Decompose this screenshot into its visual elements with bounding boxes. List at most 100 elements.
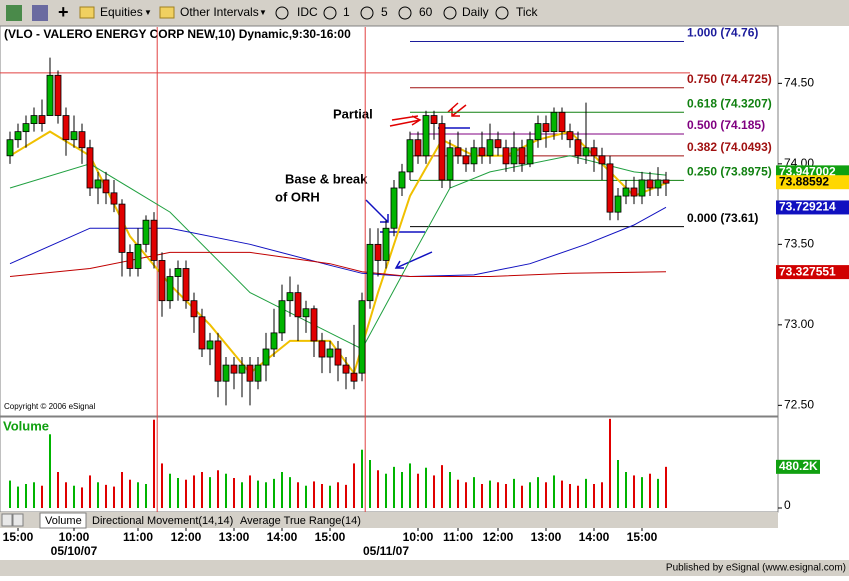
tab[interactable]: Average True Range(14) <box>240 515 361 527</box>
x-tick-label: 10:00 <box>403 530 434 544</box>
price-tag <box>776 200 849 215</box>
y-tick-label: 72.50 <box>784 398 814 412</box>
x-tick-label: 14:00 <box>579 530 610 544</box>
menu-item[interactable]: Other Intervals <box>180 5 259 19</box>
menu-item[interactable]: 1 <box>343 5 350 19</box>
candle-body <box>102 179 110 194</box>
volume-bar <box>385 473 387 508</box>
y-tick-label: 73.50 <box>784 237 814 251</box>
menu-item[interactable]: 60 <box>419 5 433 19</box>
candle-body <box>446 147 454 181</box>
volume-bar <box>233 478 235 508</box>
candle-body <box>198 316 206 350</box>
fib-label: 1.000 (74.76) <box>687 26 758 40</box>
menu-item[interactable]: Daily <box>462 5 489 19</box>
candle-body <box>94 179 102 189</box>
arrow <box>365 199 389 223</box>
price-tag-label: 73.327551 <box>779 264 836 278</box>
candle-body <box>630 187 638 197</box>
candle-body <box>366 243 374 302</box>
candle-body <box>262 348 270 366</box>
volume-tick-label: 0 <box>784 498 791 512</box>
volume-bar <box>649 473 651 508</box>
menu-item[interactable]: Equities <box>100 5 143 19</box>
candle-body <box>270 332 278 350</box>
plus-icon[interactable]: + <box>58 2 69 22</box>
menu-item[interactable]: Tick <box>516 5 539 19</box>
candle-body <box>46 74 54 116</box>
volume-bar <box>345 484 347 508</box>
volume-bar <box>425 467 427 508</box>
volume-bar <box>209 477 211 508</box>
candle-body <box>278 300 286 334</box>
candle-body <box>390 187 398 229</box>
volume-bar <box>297 482 299 508</box>
candle-body <box>422 115 430 157</box>
candle-body <box>166 276 174 302</box>
volume-bar <box>201 472 203 508</box>
x-tick-label: 12:00 <box>483 530 514 544</box>
candle-body <box>582 147 590 157</box>
volume-bar <box>161 463 163 508</box>
arrow <box>447 102 467 117</box>
volume-bar <box>545 482 547 508</box>
candle-body <box>318 340 326 358</box>
dropdown-arrow[interactable]: ▼ <box>144 8 152 17</box>
volume-bar <box>353 463 355 508</box>
tab[interactable]: Volume <box>45 515 82 527</box>
dropdown-arrow[interactable]: ▼ <box>259 8 267 17</box>
candle-body <box>6 139 14 157</box>
tab-active[interactable] <box>39 512 87 529</box>
fib-label: 0.750 (74.4725) <box>687 72 772 86</box>
price-tag-label: 73.729214 <box>779 200 836 214</box>
arrow <box>389 115 422 127</box>
candle-body <box>22 123 30 133</box>
candle-body <box>494 139 502 149</box>
volume-bar <box>633 475 635 508</box>
volume-bar <box>409 463 411 508</box>
candle-body <box>302 308 310 318</box>
x-tick-label: 15:00 <box>315 530 346 544</box>
volume-bar <box>97 482 99 508</box>
volume-bar <box>529 482 531 508</box>
volume-bar <box>41 485 43 508</box>
candle-body <box>254 364 262 382</box>
interval-icon <box>443 6 457 20</box>
folder-icon <box>159 6 175 19</box>
fib-label: 0.618 (74.3207) <box>687 96 772 110</box>
price-tag <box>776 175 849 190</box>
candle-body <box>638 179 646 197</box>
annotation: Base & break <box>285 171 368 186</box>
candle-body <box>310 308 318 342</box>
menu-item[interactable]: IDC <box>297 5 318 19</box>
scroll-left[interactable] <box>1 513 13 527</box>
interval-icon <box>398 6 412 20</box>
annotation: Partial <box>333 106 373 121</box>
candle-body <box>182 268 190 302</box>
volume-bar <box>561 480 563 508</box>
volume-bar <box>169 473 171 508</box>
scroll-right[interactable] <box>12 513 24 527</box>
volume-bar <box>225 473 227 508</box>
icon[interactable] <box>32 5 48 21</box>
candle-body <box>238 364 246 374</box>
tab[interactable]: Directional Movement(14,14) <box>92 515 233 527</box>
volume-bar <box>25 484 27 508</box>
volume-bar <box>177 478 179 508</box>
candle-body <box>246 364 254 382</box>
menu-item[interactable]: 5 <box>381 5 388 19</box>
candle-body <box>150 219 158 261</box>
volume-bar <box>9 480 11 508</box>
candle-body <box>526 139 534 165</box>
volume-bar <box>217 470 219 508</box>
price-tag-label: 73.947002 <box>779 165 836 179</box>
candle-body <box>118 203 126 253</box>
icon[interactable] <box>6 5 22 21</box>
candle-body <box>374 243 382 261</box>
volume-bar <box>641 477 643 508</box>
volume-bar <box>137 482 139 508</box>
volume-bar <box>473 477 475 508</box>
candle-body <box>470 147 478 165</box>
volume-bar <box>457 479 459 508</box>
